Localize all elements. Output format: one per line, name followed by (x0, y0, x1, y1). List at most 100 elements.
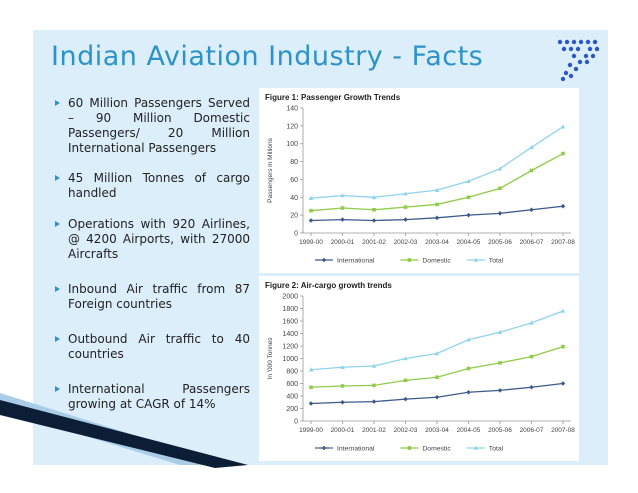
data-point (435, 375, 439, 380)
data-point (371, 194, 377, 200)
bullet-text: Outbound Air traffic to 40 countries (68, 332, 250, 361)
y-tick-label: 0 (294, 419, 298, 426)
legend-marker (407, 258, 412, 262)
data-point (308, 218, 314, 223)
data-point (434, 215, 440, 221)
data-point (498, 361, 502, 365)
chart-title: Figure 1: Passenger Growth Trends (265, 93, 401, 102)
data-point (340, 384, 345, 388)
data-point (466, 212, 471, 218)
data-point (561, 151, 565, 156)
bullet-item: Outbound Air traffic to 40 countries (55, 332, 250, 382)
x-tick-label: 1999-00 (299, 427, 323, 434)
x-tick-label: 2004-05 (457, 427, 481, 434)
data-point (466, 366, 471, 371)
x-tick-label: 2005-06 (488, 427, 512, 434)
bullet-text: Operations with 920 Airlines, @ 4200 Air… (68, 217, 250, 261)
bullet-item: International Passengers growing at CAGR… (55, 382, 250, 422)
data-point (309, 385, 313, 390)
bullet-item: 60 Million Passengers Served – 90 Millio… (55, 96, 250, 171)
y-tick-label: 1600 (282, 319, 298, 326)
x-tick-label: 2000-01 (331, 239, 355, 246)
y-tick-label: 1400 (282, 331, 298, 338)
data-point (497, 166, 503, 171)
x-tick-label: 2006-07 (520, 239, 544, 246)
bullet-item: Operations with 920 Airlines, @ 4200 Air… (55, 217, 250, 282)
x-tick-label: 2000-01 (331, 427, 355, 434)
data-point (340, 217, 345, 222)
bullet-text: International Passengers growing at CAGR… (68, 382, 250, 411)
bullet-arrow-icon (55, 336, 60, 342)
legend-marker (407, 446, 412, 450)
bullet-text: Inbound Air traffic from 87 Foreign coun… (68, 282, 250, 311)
data-point (498, 186, 502, 191)
data-point (497, 329, 503, 335)
data-point (403, 378, 408, 383)
data-point (340, 364, 345, 370)
bullet-item: 45 Million Tonnes of cargo handled (55, 171, 250, 217)
cargo-chart: Figure 2: Air-cargo growth trends 0 200 40… (259, 276, 579, 461)
data-point (529, 144, 534, 150)
data-point (340, 193, 345, 198)
data-point (403, 191, 408, 196)
y-axis-label: Passengers in Millions (267, 137, 274, 202)
y-tick-label: 80 (290, 159, 298, 166)
data-point (340, 206, 345, 210)
x-tick-label: 2007-08 (551, 427, 575, 434)
data-point (529, 168, 534, 173)
x-tick-label: 1999-00 (299, 239, 323, 246)
legend-label: Total (489, 258, 504, 265)
legend-label: Domestic (422, 258, 451, 265)
y-tick-label: 140 (286, 106, 298, 113)
data-point (372, 383, 376, 388)
y-tick-label: 20 (290, 213, 298, 220)
data-point (308, 367, 314, 372)
data-point (308, 401, 314, 406)
chart-title: Figure 2: Air-cargo growth trends (265, 281, 392, 290)
data-point (371, 399, 377, 404)
y-tick-label: 100 (286, 141, 298, 148)
legend-marker (473, 445, 479, 450)
legend-label: Domestic (422, 446, 451, 453)
y-tick-label: 1000 (282, 356, 298, 363)
airplane-dots-logo-icon (557, 39, 600, 82)
slide-panel: Indian Aviation Industry - Facts 60 Mill… (33, 30, 608, 465)
swoosh-dark (0, 400, 248, 468)
y-tick-label: 400 (286, 394, 298, 401)
bullet-item: Inbound Air traffic from 87 Foreign coun… (55, 282, 250, 332)
x-tick-label: 2003-04 (425, 239, 449, 246)
x-tick-label: 2003-04 (425, 427, 449, 434)
cargo-chart-svg: 0 200 400 600 800 1000 1200 1400 1600 1800 2000 199… (267, 294, 575, 453)
data-point (309, 208, 313, 213)
data-point (466, 337, 471, 342)
bullet-text: 45 Million Tonnes of cargo handled (68, 171, 250, 200)
x-tick-label: 2002-03 (394, 427, 418, 434)
x-tick-label: 2006-07 (520, 427, 544, 434)
data-point (560, 124, 566, 129)
y-tick-label: 200 (286, 406, 298, 413)
y-tick-label: 60 (290, 177, 298, 184)
passenger-chart-svg: 0 20 40 60 80 100 120 140 1999-00 2000-01 2001-02 2… (267, 106, 575, 265)
y-axis-label: In '000 Tonnes (267, 337, 274, 380)
data-point (372, 207, 376, 212)
data-point (340, 399, 345, 405)
data-point (434, 187, 440, 192)
y-tick-label: 0 (294, 231, 298, 238)
data-point (466, 389, 471, 395)
data-point (561, 344, 565, 349)
y-tick-label: 800 (286, 369, 298, 376)
slide-title: Indian Aviation Industry - Facts (51, 41, 484, 72)
data-point (560, 308, 566, 313)
legend-marker (321, 445, 327, 451)
y-tick-label: 600 (286, 381, 298, 388)
data-point (434, 394, 440, 400)
legend-marker (473, 257, 479, 262)
passenger-chart: Figure 1: Passenger Growth Trends 0 20 40 6… (259, 88, 579, 273)
data-point (497, 211, 503, 216)
data-point (497, 388, 503, 393)
legend-label: Total (489, 446, 504, 453)
x-tick-label: 2001-02 (362, 427, 386, 434)
data-point (403, 396, 408, 402)
data-point (403, 217, 408, 222)
data-point (529, 354, 534, 359)
